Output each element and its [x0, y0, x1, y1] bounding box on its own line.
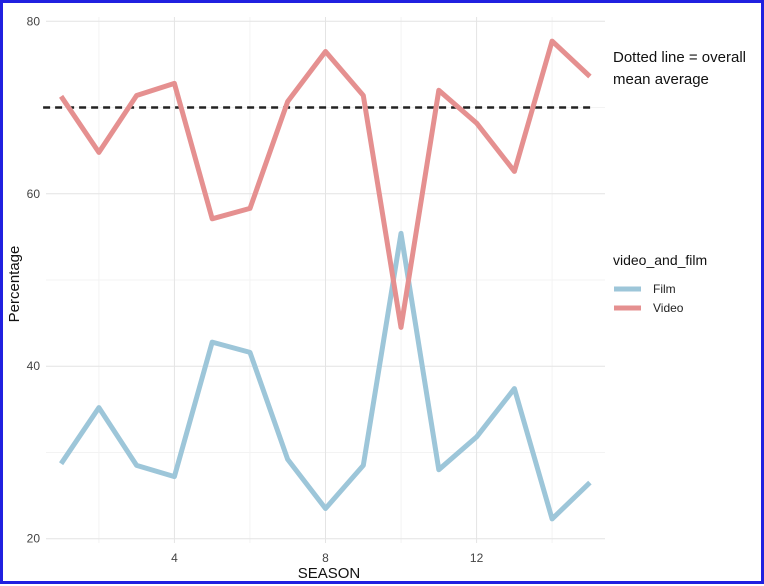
legend-title: video_and_film	[613, 252, 707, 268]
x-tick-label: 12	[470, 551, 484, 565]
y-tick-label: 40	[27, 359, 41, 373]
y-tick-label: 20	[27, 532, 41, 546]
line-chart: 20 40 60 80 4 8 12 SEASON Percentage Dotted li…	[6, 14, 746, 582]
x-tick-label: 4	[171, 551, 178, 565]
y-axis-title: Percentage	[6, 246, 23, 323]
y-tick-label: 60	[27, 187, 41, 201]
series-line-video	[59, 38, 592, 330]
annotation-line-2: mean average	[613, 71, 709, 88]
series-line-film	[59, 230, 592, 522]
annotation-line-1: Dotted line = overall	[613, 49, 746, 66]
legend-label-film: Film	[653, 282, 676, 296]
y-tick-label: 80	[27, 14, 41, 28]
x-tick-label: 8	[322, 551, 329, 565]
legend-label-video: Video	[653, 301, 684, 315]
x-axis-title: SEASON	[298, 565, 361, 581]
legend: Film Video	[614, 282, 684, 315]
